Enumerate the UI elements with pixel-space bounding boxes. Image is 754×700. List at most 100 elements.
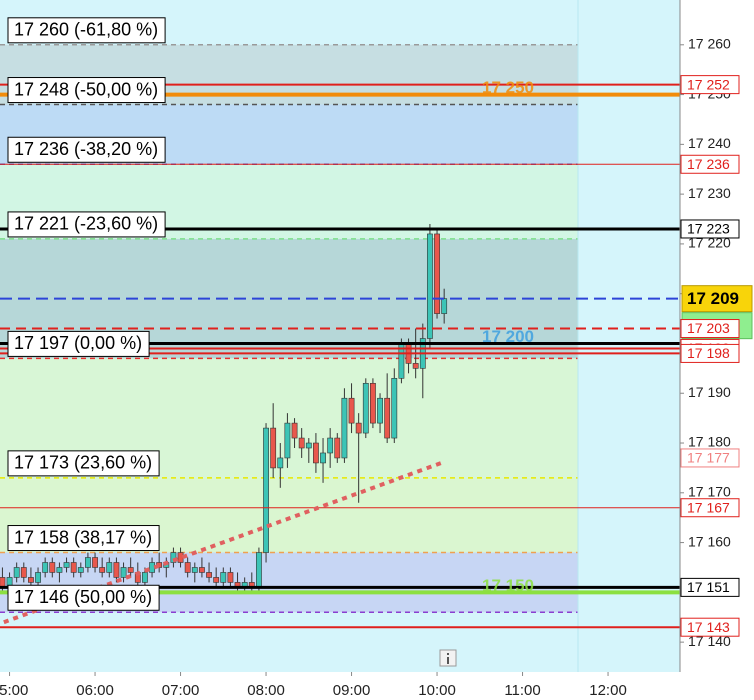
candle-body: [377, 397, 383, 424]
y-tick-label: 17 170: [688, 484, 731, 500]
x-tick-label: 05:00: [0, 682, 28, 699]
candle-body: [391, 378, 398, 439]
info-icon-bar: [447, 657, 449, 664]
price-label: 17 209: [687, 289, 739, 308]
x-tick-label: 06:00: [76, 682, 114, 699]
price-label-box: [680, 319, 740, 339]
candle-body: [441, 298, 448, 314]
price-label: 17 151: [687, 579, 730, 595]
price-label-box: [680, 577, 740, 597]
candle-body: [384, 397, 391, 439]
fib-label-box: [7, 211, 166, 238]
x-tick-label: 12:00: [589, 682, 627, 699]
price-label: 17 252: [687, 76, 730, 92]
fib-label: 17 197 (0,00 %): [14, 333, 142, 353]
price-label: 17 223: [687, 221, 730, 237]
y-tick-label: 17 140: [688, 633, 731, 649]
price-label-box: [680, 448, 740, 468]
candle-body: [20, 567, 27, 578]
y-tick-label: 17 230: [688, 185, 731, 201]
candle-body: [256, 552, 262, 588]
candle-body: [85, 557, 91, 568]
candle-body: [298, 437, 305, 449]
candle-body: [284, 422, 291, 459]
candle-body: [142, 572, 148, 583]
candle-body: [99, 567, 106, 573]
candle-body: [106, 562, 113, 573]
candle-body: [355, 422, 362, 434]
candle-body: [120, 567, 127, 578]
candle-body: [341, 397, 348, 459]
fib-label-box: [7, 330, 150, 357]
price-line-text: 17 150: [482, 576, 534, 595]
candle-body: [92, 557, 98, 568]
candle-body: [49, 562, 56, 573]
candle-body: [113, 562, 120, 578]
candle-body: [199, 567, 205, 573]
y-tick-label: 17 190: [688, 384, 731, 400]
price-label-box: [681, 285, 753, 313]
fib-label-box: [7, 525, 160, 552]
candle-body: [227, 572, 234, 583]
candle-body: [305, 442, 312, 449]
candle-body: [213, 577, 220, 583]
candle-body: [320, 452, 326, 464]
y-tick-label: 17 220: [688, 235, 731, 251]
candle-body: [127, 567, 134, 573]
candle-body: [313, 442, 319, 464]
fib-label: 17 248 (-50,00 %): [14, 79, 158, 99]
candle-body: [42, 562, 49, 573]
candle-body: [291, 422, 298, 439]
candle-body: [327, 437, 334, 454]
x-tick-label: 10:00: [418, 682, 456, 699]
candle-body: [434, 233, 440, 314]
price-label: 17 198: [687, 345, 730, 361]
candle-body: [77, 567, 84, 573]
x-tick-label: 08:00: [247, 682, 285, 699]
fib-label-box: [7, 136, 166, 163]
candle-body: [263, 427, 269, 553]
fib-label: 17 236 (-38,20 %): [14, 139, 158, 159]
fib-label: 17 158 (38,17 %): [14, 527, 152, 547]
candle-body: [370, 382, 376, 424]
candle-body: [35, 572, 41, 583]
candle-body: [220, 572, 227, 583]
candle-body: [63, 562, 70, 568]
x-tick-label: 07:00: [162, 682, 200, 699]
y-tick-label: 17 180: [688, 434, 731, 450]
candle-body: [348, 397, 355, 424]
price-line-text: 17 200: [482, 327, 534, 346]
x-tick-label: 11:00: [504, 682, 540, 699]
price-label: 17 143: [687, 619, 730, 635]
candle-body: [206, 572, 212, 578]
candle-body: [277, 457, 284, 469]
price-label-box: [680, 75, 740, 95]
price-label: 17 236: [687, 156, 730, 172]
candle-body: [427, 233, 433, 339]
info-icon-dot: [447, 653, 449, 655]
candle-body: [334, 437, 341, 459]
price-label: 17 177: [687, 450, 730, 466]
fib-label: 17 173 (23,60 %): [14, 453, 152, 473]
time-axis-background: [0, 672, 680, 700]
candle-body: [13, 567, 20, 578]
x-tick-label: 09:00: [333, 682, 371, 699]
candle-body: [28, 577, 34, 583]
candle-body: [56, 567, 63, 573]
info-icon[interactable]: [439, 649, 457, 667]
price-label: 17 167: [687, 499, 730, 515]
price-label-box: [680, 154, 740, 174]
candle-body: [70, 562, 77, 573]
candle-body: [191, 567, 198, 573]
price-line-text: 17 250: [482, 78, 534, 97]
trend-line: [3, 461, 443, 625]
fib-label-box: [7, 17, 166, 44]
candle-body: [149, 562, 155, 573]
y-tick-label: 17 260: [688, 36, 731, 52]
price-label: 17 203: [687, 320, 730, 336]
price-label-box: [680, 617, 740, 637]
candle-body: [177, 552, 184, 563]
fib-label-box: [7, 450, 160, 477]
